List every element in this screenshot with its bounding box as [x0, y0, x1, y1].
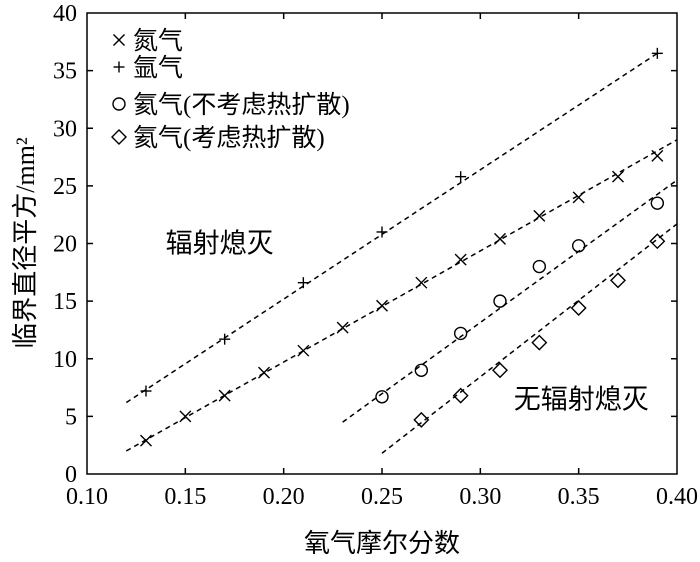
data-point: [533, 209, 546, 222]
fit-line: [125, 52, 658, 404]
x-tick-label: 0.10: [66, 484, 108, 510]
fit-line: [342, 179, 678, 423]
data-point: [375, 390, 389, 404]
fit-line: [125, 139, 678, 452]
data-point: [650, 196, 665, 210]
y-tick-label: 5: [65, 404, 77, 430]
ticks: [87, 13, 677, 474]
y-tick-label: 30: [53, 116, 77, 142]
data-point: [414, 363, 429, 377]
x-tick-label: 0.35: [558, 484, 600, 510]
x-axis-title: 氧气摩尔分数: [304, 529, 460, 558]
y-tick-label: 40: [53, 1, 77, 27]
data-point: [651, 149, 664, 162]
data-point: [453, 326, 468, 341]
data-point: [297, 277, 309, 289]
tick-labels: 0.10 0.15 0.20 0.25 0.30 0.35 0.40 0 5 10 15 20 25 30…: [53, 1, 698, 510]
data-point: [493, 294, 507, 308]
legend-label: 氩气: [133, 54, 183, 82]
x-tick-label: 0.15: [164, 484, 206, 510]
x-tick-label: 0.20: [263, 484, 305, 510]
data-point: [651, 47, 663, 59]
data-point: [612, 170, 624, 183]
legend-marker: [111, 129, 127, 145]
data-point: [492, 362, 508, 379]
data-point: [570, 300, 587, 317]
legend-marker: [113, 34, 125, 46]
y-axis-title: 临界直径平方/mm²: [11, 137, 40, 349]
legend-label: 氮气: [133, 27, 183, 55]
legend-marker: [113, 61, 125, 73]
data-point: [494, 232, 506, 245]
y-tick-label: 25: [53, 174, 77, 200]
legend-label: 氦气(不考虑热扩散): [133, 91, 350, 119]
data-points: [140, 47, 666, 447]
data-point: [376, 299, 388, 312]
data-point: [376, 226, 388, 238]
y-tick-label: 10: [53, 347, 77, 373]
data-point: [610, 272, 626, 289]
x-tick-label: 0.40: [656, 484, 698, 510]
data-point: [649, 233, 666, 250]
data-point: [219, 333, 231, 345]
legend-label: 氦气(考虑热扩散): [133, 124, 325, 152]
fit-lines: [125, 52, 678, 454]
data-point: [415, 276, 428, 289]
annotation-label: 无辐射熄灭: [514, 384, 649, 414]
y-tick-label: 20: [53, 232, 77, 258]
legend-marker: [112, 97, 126, 111]
data-point: [258, 366, 270, 379]
data-point: [413, 411, 430, 428]
data-point: [140, 385, 152, 397]
data-point: [532, 259, 547, 274]
data-point: [571, 239, 586, 253]
data-point: [454, 253, 467, 266]
data-point: [531, 334, 548, 351]
data-point: [336, 321, 349, 334]
x-tick-label: 0.25: [361, 484, 403, 510]
data-point: [140, 434, 152, 447]
data-point: [572, 191, 585, 204]
fit-line: [381, 223, 678, 454]
data-point: [179, 410, 192, 423]
annotation-label: 辐射熄灭: [166, 229, 274, 259]
data-point: [218, 389, 231, 402]
y-tick-label: 15: [53, 289, 77, 315]
data-point: [452, 387, 469, 404]
data-point: [297, 344, 310, 357]
data-point: [455, 171, 467, 183]
y-tick-label: 35: [53, 59, 77, 85]
y-tick-label: 0: [65, 462, 77, 488]
x-tick-label: 0.30: [459, 484, 501, 510]
